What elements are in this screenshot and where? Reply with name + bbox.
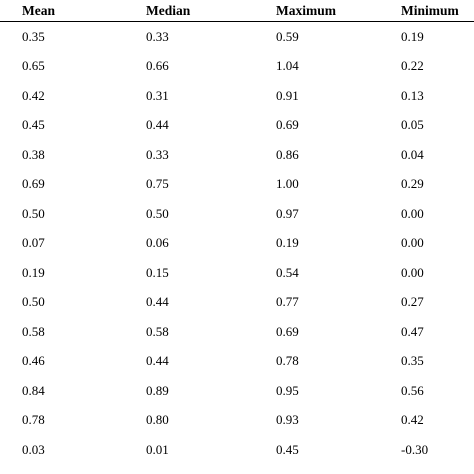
cell-minimum: 0.47: [401, 323, 424, 339]
cell-median: 0.50: [146, 205, 169, 221]
table-header-row: Mean Median Maximum Minimum: [0, 0, 474, 22]
cell-maximum: 0.86: [276, 146, 299, 162]
cell-minimum: 0.05: [401, 117, 424, 133]
cell-mean: 0.50: [22, 205, 45, 221]
cell-maximum: 0.45: [276, 441, 299, 457]
cell-minimum: 0.00: [401, 205, 424, 221]
table-row: 0.03 0.01 0.45 -0.30: [0, 435, 474, 465]
cell-maximum: 0.69: [276, 323, 299, 339]
cell-median: 0.33: [146, 146, 169, 162]
cell-minimum: 0.00: [401, 264, 424, 280]
table-row: 0.07 0.06 0.19 0.00: [0, 229, 474, 259]
cell-maximum: 0.77: [276, 294, 299, 310]
table-row: 0.38 0.33 0.86 0.04: [0, 140, 474, 170]
table-row: 0.69 0.75 1.00 0.29: [0, 170, 474, 200]
table-row: 0.19 0.15 0.54 0.00: [0, 258, 474, 288]
cell-minimum: 0.00: [401, 235, 424, 251]
table-row: 0.50 0.50 0.97 0.00: [0, 199, 474, 229]
cell-median: 0.01: [146, 441, 169, 457]
cell-median: 0.58: [146, 323, 169, 339]
cell-median: 0.44: [146, 294, 169, 310]
cell-mean: 0.42: [22, 87, 45, 103]
cell-minimum: 0.13: [401, 87, 424, 103]
cell-maximum: 1.04: [276, 58, 299, 74]
cell-minimum: -0.30: [401, 441, 429, 457]
table-row: 0.65 0.66 1.04 0.22: [0, 52, 474, 82]
table-row: 0.46 0.44 0.78 0.35: [0, 347, 474, 377]
cell-minimum: 0.35: [401, 353, 424, 369]
cell-maximum: 1.00: [276, 176, 299, 192]
table-row: 0.45 0.44 0.69 0.05: [0, 111, 474, 141]
cell-minimum: 0.22: [401, 58, 424, 74]
header-minimum: Minimum: [401, 0, 474, 22]
table-row: 0.50 0.44 0.77 0.27: [0, 288, 474, 318]
cell-maximum: 0.93: [276, 412, 299, 428]
cell-minimum: 0.27: [401, 294, 424, 310]
header-mean: Mean: [0, 0, 146, 22]
cell-mean: 0.50: [22, 294, 45, 310]
cell-maximum: 0.78: [276, 353, 299, 369]
table-row: 0.84 0.89 0.95 0.56: [0, 376, 474, 406]
cell-mean: 0.19: [22, 264, 45, 280]
cell-mean: 0.45: [22, 117, 45, 133]
cell-mean: 0.78: [22, 412, 45, 428]
cell-median: 0.33: [146, 28, 169, 44]
cell-minimum: 0.19: [401, 28, 424, 44]
cell-mean: 0.03: [22, 441, 45, 457]
header-median: Median: [146, 0, 276, 22]
cell-minimum: 0.42: [401, 412, 424, 428]
cell-mean: 0.65: [22, 58, 45, 74]
table-row: 0.42 0.31 0.91 0.13: [0, 81, 474, 111]
cell-maximum: 0.19: [276, 235, 299, 251]
cell-maximum: 0.54: [276, 264, 299, 280]
cell-minimum: 0.04: [401, 146, 424, 162]
cell-median: 0.15: [146, 264, 169, 280]
cell-median: 0.31: [146, 87, 169, 103]
table-row: 0.35 0.33 0.59 0.19: [0, 22, 474, 52]
cell-maximum: 0.95: [276, 382, 299, 398]
table-body: 0.35 0.33 0.59 0.19 0.65 0.66 1.04 0.22 0.42 0.31…: [0, 22, 474, 465]
cell-minimum: 0.29: [401, 176, 424, 192]
cell-maximum: 0.91: [276, 87, 299, 103]
cell-mean: 0.35: [22, 28, 45, 44]
cell-mean: 0.69: [22, 176, 45, 192]
cell-mean: 0.58: [22, 323, 45, 339]
cell-maximum: 0.97: [276, 205, 299, 221]
cell-mean: 0.46: [22, 353, 45, 369]
header-maximum: Maximum: [276, 0, 401, 22]
table-row: 0.58 0.58 0.69 0.47: [0, 317, 474, 347]
cell-median: 0.44: [146, 117, 169, 133]
cell-median: 0.66: [146, 58, 169, 74]
cell-mean: 0.38: [22, 146, 45, 162]
cell-minimum: 0.56: [401, 382, 424, 398]
cell-median: 0.44: [146, 353, 169, 369]
cell-mean: 0.07: [22, 235, 45, 251]
cell-maximum: 0.69: [276, 117, 299, 133]
cell-mean: 0.84: [22, 382, 45, 398]
cell-maximum: 0.59: [276, 28, 299, 44]
cell-median: 0.75: [146, 176, 169, 192]
table-row: 0.78 0.80 0.93 0.42: [0, 406, 474, 436]
cell-median: 0.89: [146, 382, 169, 398]
cell-median: 0.06: [146, 235, 169, 251]
cell-median: 0.80: [146, 412, 169, 428]
